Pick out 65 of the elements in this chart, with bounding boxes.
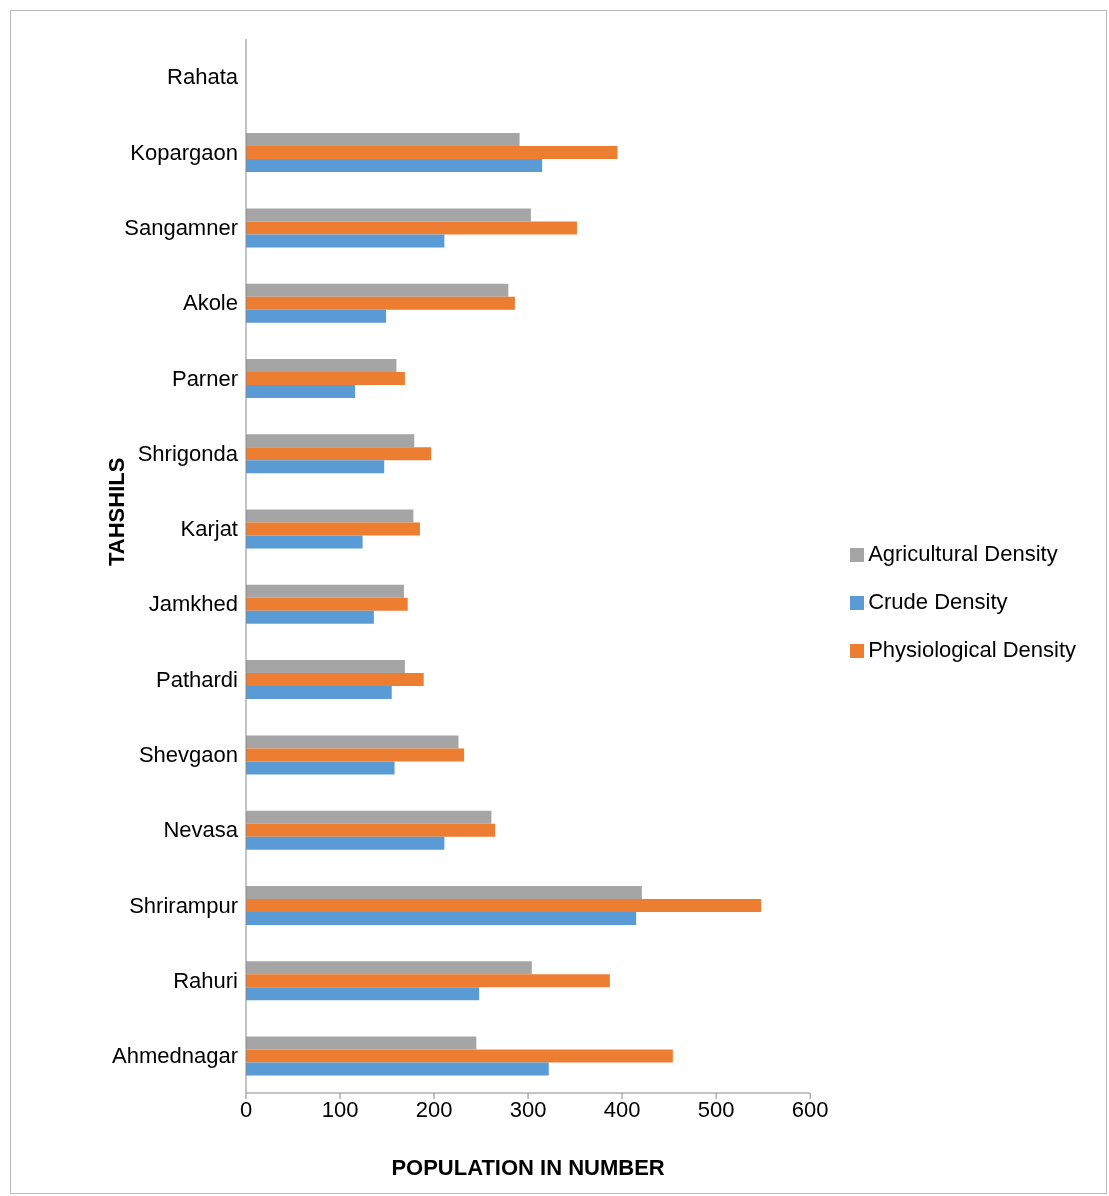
legend-label: Agricultural Density <box>868 541 1058 566</box>
bar <box>246 221 577 235</box>
bar <box>246 610 374 624</box>
y-tick-label: Nevasa <box>163 817 239 843</box>
bar <box>246 133 520 147</box>
y-tick-label: Parner <box>171 365 238 391</box>
bar <box>246 309 387 323</box>
x-tick-label: 400 <box>603 1096 641 1122</box>
bar <box>246 836 445 850</box>
x-axis-title: POPULATION IN NUMBER <box>391 1155 665 1180</box>
x-tick-label: 200 <box>415 1096 453 1122</box>
bar <box>246 987 480 1001</box>
bar <box>246 234 445 248</box>
bar <box>246 447 432 461</box>
bar <box>246 460 385 474</box>
y-tick-label: Shrigonda <box>137 440 239 466</box>
bar <box>246 146 618 160</box>
y-tick-label: Shevgaon <box>138 742 238 768</box>
y-tick-label: Jamkhed <box>148 591 238 617</box>
bar <box>246 660 405 674</box>
bar <box>246 159 543 173</box>
bar <box>246 283 509 297</box>
x-tick-label: 0 <box>239 1096 253 1122</box>
x-tick-label: 100 <box>321 1096 359 1122</box>
bar <box>246 810 492 824</box>
y-tick-label: Ahmednagar <box>112 1043 238 1069</box>
y-tick-label: Rahuri <box>173 967 238 993</box>
bar <box>246 961 532 975</box>
bar <box>246 974 610 988</box>
bar <box>246 597 408 611</box>
y-tick-label: Shrirampur <box>129 892 238 918</box>
bar <box>246 885 642 899</box>
bar <box>246 1062 549 1076</box>
x-tick-label: 300 <box>509 1096 547 1122</box>
bar <box>246 735 459 749</box>
bar <box>246 686 392 700</box>
y-tick-label: Akole <box>182 290 238 316</box>
bar <box>246 748 465 762</box>
y-tick-label: Karjat <box>180 516 238 542</box>
bar <box>246 911 637 925</box>
bar <box>246 371 405 385</box>
bar <box>246 208 531 222</box>
x-tick-label: 500 <box>697 1096 735 1122</box>
legend-label: Physiological Density <box>868 637 1076 662</box>
bar <box>246 535 363 549</box>
y-tick-label: Sangamner <box>124 215 238 241</box>
bar <box>246 296 515 310</box>
bar <box>246 384 356 398</box>
y-tick-label: Kopargaon <box>130 139 238 165</box>
bar <box>246 584 404 598</box>
bar <box>246 898 762 912</box>
bar <box>246 509 414 523</box>
bar <box>246 823 496 837</box>
y-tick-label: Rahata <box>167 64 239 90</box>
bar <box>246 1049 673 1063</box>
bar <box>246 358 397 372</box>
y-tick-label: Pathardi <box>156 666 238 692</box>
bar <box>246 761 395 775</box>
bar <box>246 434 415 448</box>
legend-label: Crude Density <box>868 589 1008 614</box>
y-axis-title: TAHSHILS <box>103 457 129 566</box>
bar <box>246 1036 477 1050</box>
x-tick-label: 600 <box>791 1096 829 1122</box>
bar <box>246 673 424 687</box>
bar <box>246 522 420 536</box>
